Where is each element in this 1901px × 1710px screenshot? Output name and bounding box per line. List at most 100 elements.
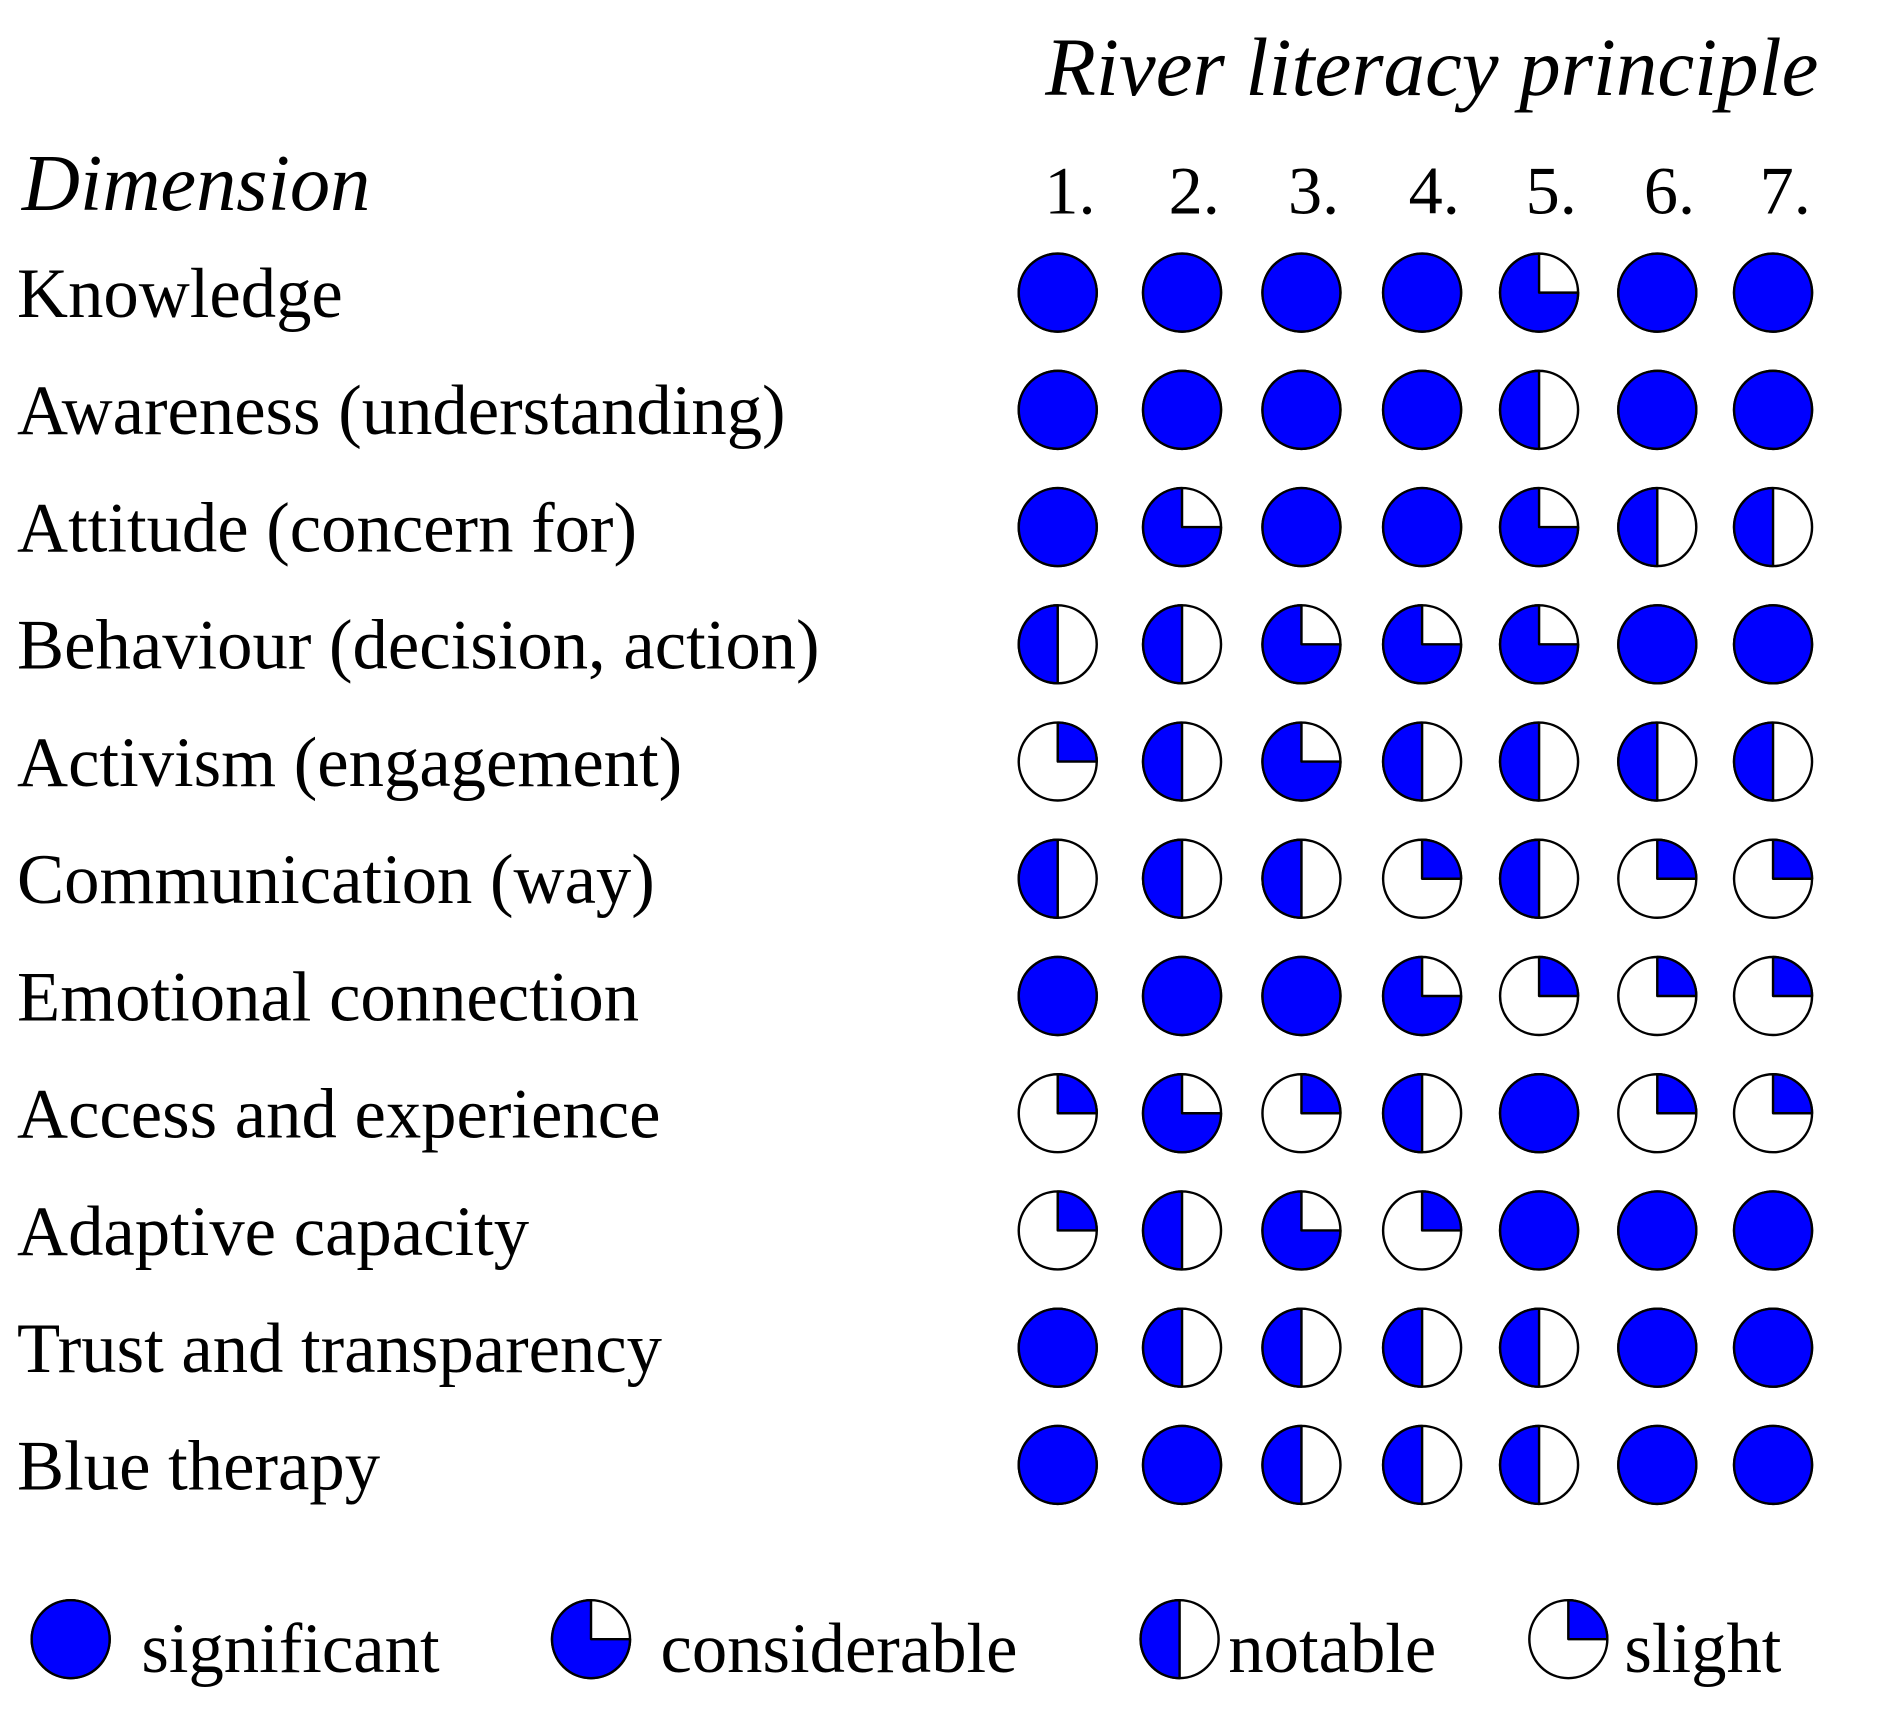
- harvey-ball: [1261, 721, 1342, 802]
- harvey-ball: [1141, 252, 1223, 333]
- ball-fill: [1017, 1424, 1098, 1506]
- row-label: Communication (way): [17, 841, 655, 919]
- ball-fill: [1141, 955, 1223, 1037]
- legend-label: considerable: [660, 1610, 1017, 1688]
- harvey-ball: [1498, 1307, 1580, 1388]
- harvey-ball: [1141, 1073, 1223, 1154]
- harvey-ball: [1498, 1073, 1580, 1154]
- ball-fill: [1420, 1190, 1463, 1232]
- ball-fill: [1771, 838, 1814, 880]
- harvey-ball: [1617, 1190, 1698, 1271]
- harvey-ball: [1261, 1190, 1342, 1271]
- harvey-ball: [1732, 838, 1814, 919]
- harvey-ball: [1381, 721, 1463, 802]
- ball-fill: [1017, 486, 1098, 568]
- harvey-ball: [1732, 252, 1814, 333]
- ball-fill: [1017, 369, 1098, 451]
- ball-fill: [1617, 1424, 1698, 1506]
- ball-fill: [1567, 1598, 1609, 1641]
- ball-fill: [1656, 838, 1698, 880]
- ball-fill: [1537, 955, 1580, 998]
- column-label: 6.: [1644, 152, 1695, 228]
- harvey-ball: [1381, 1073, 1463, 1154]
- ball-fill: [1381, 604, 1463, 685]
- harvey-ball: [1139, 1598, 1220, 1680]
- ball-fill: [1617, 486, 1659, 568]
- ball-fill: [1261, 486, 1342, 568]
- ball-fill: [1261, 721, 1342, 802]
- harvey-ball: [1141, 1190, 1223, 1271]
- ball-fill: [1732, 604, 1814, 685]
- column-label: 5.: [1526, 152, 1577, 228]
- harvey-ball: [1261, 252, 1342, 333]
- ball-fill: [1056, 1073, 1098, 1115]
- ball-fill: [1617, 1307, 1698, 1388]
- ball-fill: [1617, 1190, 1698, 1271]
- harvey-ball: [1498, 838, 1580, 919]
- harvey-ball: [1141, 838, 1223, 919]
- harvey-ball: [1141, 721, 1223, 802]
- ball-fill: [1771, 955, 1814, 998]
- ball-fill: [1617, 721, 1659, 802]
- harvey-ball: [1381, 486, 1463, 568]
- harvey-ball: [1381, 1424, 1463, 1506]
- ball-fill: [1381, 721, 1424, 802]
- harvey-ball: [1498, 252, 1580, 333]
- ball-fill: [1261, 604, 1342, 685]
- harvey-ball: [1381, 838, 1463, 919]
- ball-fill: [1498, 1073, 1580, 1154]
- harvey-ball: [1141, 604, 1223, 685]
- harvey-ball: [1017, 1307, 1098, 1388]
- ball-fill: [1261, 252, 1342, 333]
- ball-fill: [1381, 1073, 1424, 1154]
- ball-fill: [550, 1598, 632, 1680]
- ball-fill: [1261, 1307, 1303, 1388]
- harvey-ball: [1617, 486, 1698, 568]
- ball-fill: [1261, 369, 1342, 451]
- row-label: Behaviour (decision, action): [17, 607, 819, 685]
- column-label: 1.: [1044, 152, 1095, 228]
- harvey-ball: [1498, 955, 1580, 1037]
- harvey-ball: [1261, 486, 1342, 568]
- harvey-ball: [1141, 486, 1223, 568]
- harvey-ball: [1732, 1190, 1814, 1271]
- ball-fill: [1141, 604, 1184, 685]
- row-label: Blue therapy: [17, 1427, 381, 1505]
- ball-fill: [1656, 1073, 1698, 1115]
- ball-fill: [1017, 1307, 1098, 1388]
- ball-fill: [1732, 1307, 1814, 1388]
- ball-fill: [1617, 369, 1698, 451]
- legend-label: notable: [1228, 1610, 1436, 1688]
- column-label: 7.: [1760, 152, 1811, 228]
- ball-fill: [1498, 838, 1541, 919]
- harvey-ball: [1381, 604, 1463, 685]
- ball-fill: [1261, 955, 1342, 1037]
- ball-fill: [1141, 1190, 1184, 1271]
- harvey-ball: [1498, 486, 1580, 568]
- harvey-ball: [1017, 486, 1098, 568]
- harvey-ball: [1141, 369, 1223, 451]
- harvey-ball: [1017, 721, 1098, 802]
- ball-fill: [1420, 838, 1463, 880]
- ball-fill: [1141, 1307, 1184, 1388]
- ball-fill: [1732, 1424, 1814, 1506]
- harvey-ball: [1498, 604, 1580, 685]
- ball-fill: [1498, 1190, 1580, 1271]
- ball-fill: [1498, 721, 1541, 802]
- ball-fill: [1261, 1190, 1342, 1271]
- harvey-ball: [1017, 369, 1098, 451]
- ball-fill: [1617, 252, 1698, 333]
- ball-fill: [1771, 1073, 1814, 1115]
- harvey-ball: [1141, 955, 1223, 1037]
- harvey-ball: [1141, 1307, 1223, 1388]
- ball-fill: [1261, 838, 1303, 919]
- row-label: Emotional connection: [17, 958, 639, 1036]
- harvey-ball: [1261, 369, 1342, 451]
- ball-fill: [1141, 1424, 1223, 1506]
- harvey-ball: [1732, 1073, 1814, 1154]
- harvey-ball: [1498, 369, 1580, 451]
- harvey-ball: [1381, 252, 1463, 333]
- harvey-ball: [1617, 1073, 1698, 1154]
- column-label: 4.: [1409, 152, 1460, 228]
- harvey-ball: [1498, 1424, 1580, 1506]
